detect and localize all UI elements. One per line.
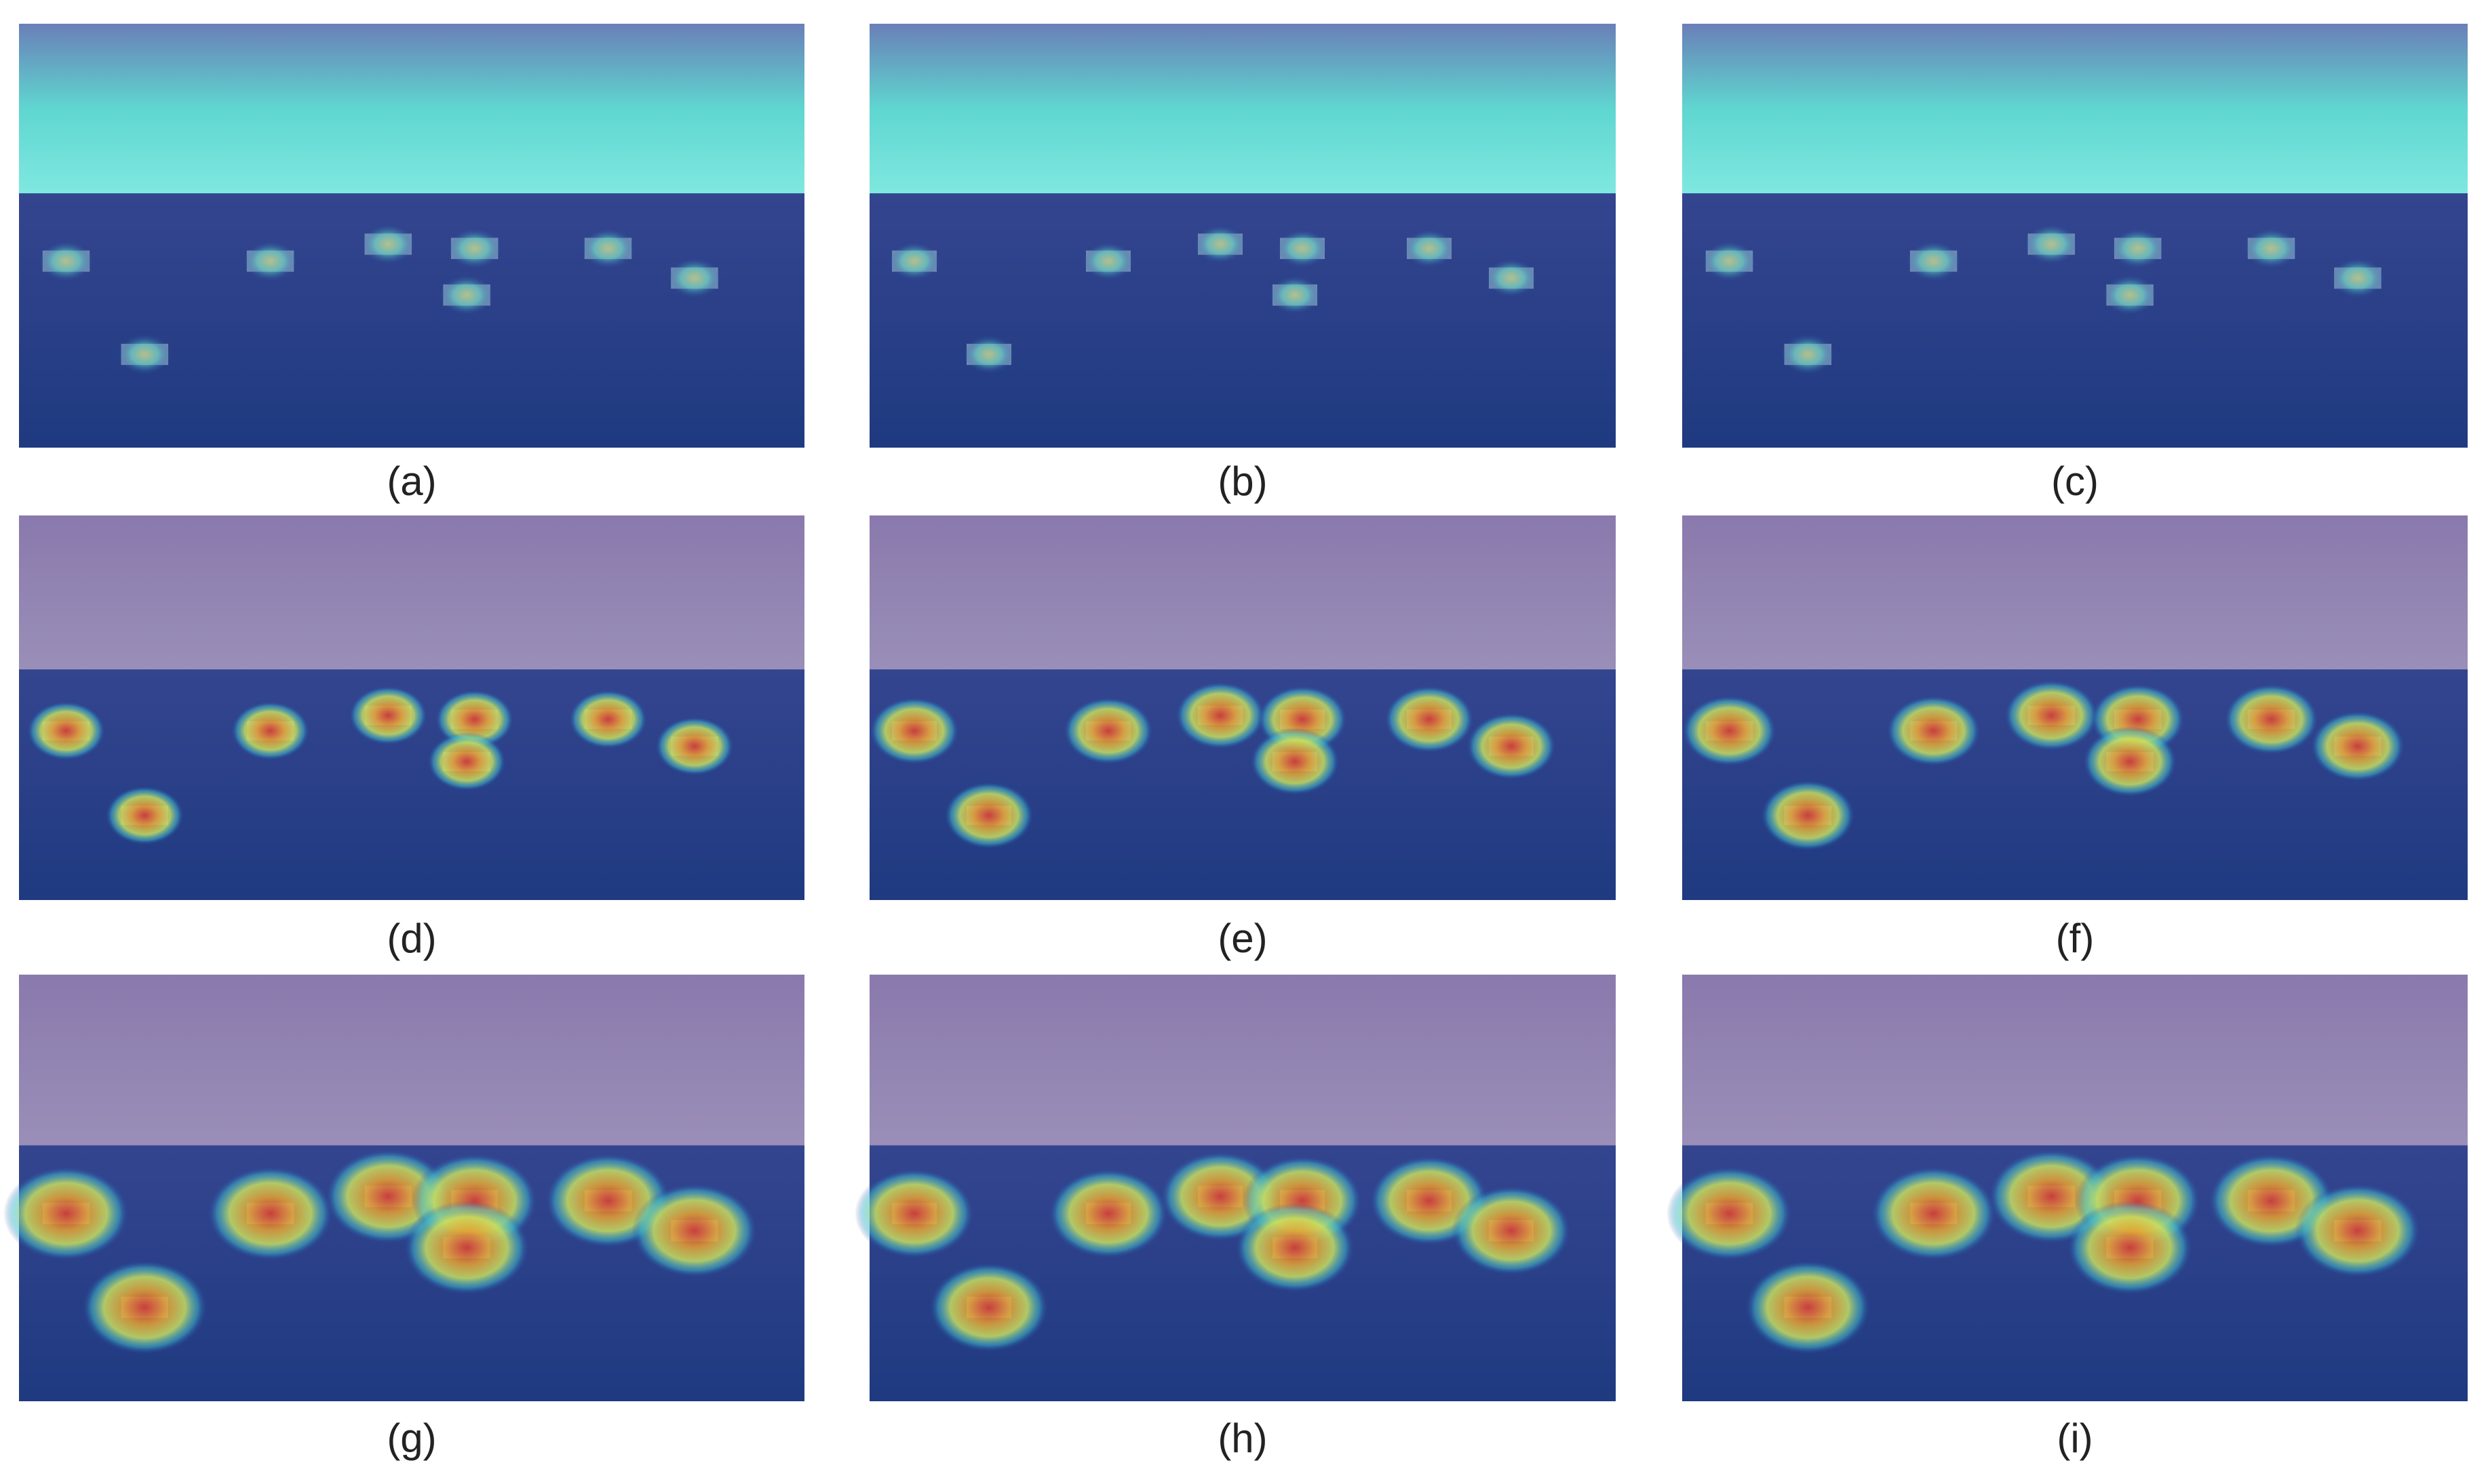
heat-spot: [1082, 241, 1135, 281]
heat-spot: [870, 697, 959, 765]
heat-spot: [1760, 780, 1855, 851]
heat-spot: [1682, 695, 1776, 766]
heat-spot: [631, 1183, 758, 1278]
panel-label: (e): [1218, 916, 1267, 961]
heat-spot: [207, 1166, 334, 1261]
panel-label: (b): [1218, 458, 1267, 504]
heat-spot: [655, 716, 734, 776]
heat-spot: [855, 1169, 974, 1259]
heat-spot: [2110, 227, 2166, 269]
heat-spot: [26, 701, 106, 760]
heat-spot: [439, 274, 494, 316]
heat-spot: [2295, 1183, 2421, 1278]
heat-spot: [963, 334, 1015, 374]
heat-spot: [944, 781, 1034, 849]
sky: [1682, 515, 2468, 669]
heat-spot: [1906, 240, 1962, 282]
heat-spot: [2082, 726, 2177, 797]
heat-spot: [38, 240, 94, 282]
heat-spot: [929, 1262, 1049, 1352]
sky: [19, 975, 804, 1146]
panel-label: (a): [387, 458, 436, 504]
sky: [1682, 975, 2468, 1146]
heat-spot: [1403, 229, 1456, 269]
heat-spot: [1235, 1203, 1355, 1293]
heat-spot: [2243, 227, 2299, 269]
heat-spot: [1780, 334, 1835, 375]
heat-spot: [2004, 680, 2099, 751]
panel-label: (h): [1218, 1415, 1267, 1461]
heat-spot: [2224, 684, 2318, 755]
heat-spot: [580, 227, 636, 269]
heat-spot: [667, 257, 722, 299]
heat-spot: [243, 240, 298, 282]
heat-spot: [404, 1200, 530, 1295]
panel-label: (d): [387, 916, 436, 961]
heat-spot: [1485, 258, 1538, 298]
heat-spot: [2023, 223, 2079, 265]
panel-label: (i): [2057, 1415, 2093, 1461]
heat-spot: [1452, 1186, 1571, 1276]
heat-spot: [360, 223, 416, 265]
heat-spot: [1250, 728, 1340, 796]
heat-spot: [2330, 257, 2386, 299]
heat-spot: [1049, 1169, 1168, 1259]
sky: [19, 515, 804, 669]
heat-spot: [231, 701, 310, 760]
heat-spot: [1886, 695, 1981, 766]
heat-spot: [1064, 697, 1153, 765]
heat-spot: [1175, 682, 1265, 749]
heat-spot: [105, 785, 184, 845]
heat-spot: [1276, 229, 1329, 269]
sea: [870, 193, 1616, 448]
heat-spot: [2310, 711, 2405, 782]
heat-spot: [3, 1166, 130, 1261]
heat-spot: [1194, 224, 1247, 264]
heat-spot: [1745, 1260, 1871, 1355]
sky: [870, 975, 1616, 1146]
heat-spot: [568, 690, 648, 749]
heat-spot: [1666, 1166, 1793, 1261]
sky: [1682, 24, 2468, 193]
sea: [19, 193, 804, 448]
heat-spot: [1268, 275, 1321, 315]
heat-spot: [2102, 274, 2158, 316]
heat-spot: [888, 241, 941, 281]
sky: [19, 24, 804, 193]
heat-spot: [1466, 712, 1556, 780]
heat-spot: [81, 1260, 208, 1355]
heat-spot: [117, 334, 172, 375]
heat-spot: [349, 686, 428, 745]
panel-label: (g): [387, 1415, 436, 1461]
heat-spot: [427, 732, 506, 792]
panel-label: (c): [2051, 458, 2099, 504]
sky: [870, 24, 1616, 193]
heat-spot: [1701, 240, 1757, 282]
sky: [870, 515, 1616, 669]
heat-spot: [2067, 1200, 2193, 1295]
heat-spot: [1384, 686, 1474, 754]
heat-spot: [447, 227, 503, 269]
panel-label: (f): [2056, 916, 2095, 961]
heat-spot: [1870, 1166, 1997, 1261]
sea: [1682, 193, 2468, 448]
